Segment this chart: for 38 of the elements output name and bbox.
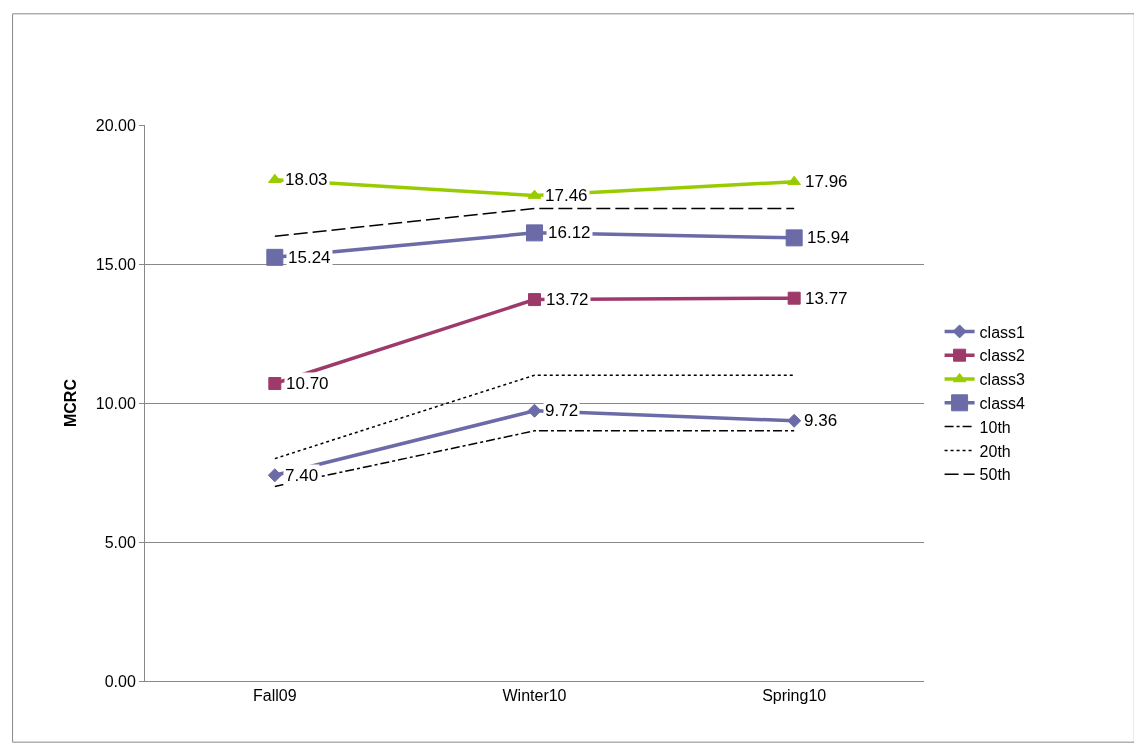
legend-label: 20th [979,442,1011,460]
data-label: 15.94 [807,228,850,247]
point [785,229,803,247]
data-label: 17.46 [545,186,588,205]
point [267,173,282,184]
y-tick-label: 15.00 [95,255,136,273]
x-tick-label: Spring10 [762,687,827,705]
data-label: 9.72 [545,401,579,420]
x-tick-label: Winter10 [502,687,567,705]
y-tick-label: 20.00 [95,116,136,134]
data-label: 13.77 [805,289,848,308]
data-label: 13.72 [546,290,589,309]
y-axis-title: MCRC [61,378,79,427]
x-tick-label: Fall09 [253,687,297,705]
point [527,403,542,418]
data-label: 9.36 [804,411,838,430]
legend-label: 10th [979,418,1011,436]
y-tick-label: 10.00 [95,394,136,412]
point [266,248,284,266]
data-label: 16.12 [548,223,591,242]
data-label: 15.24 [288,248,331,267]
legend-label: class4 [979,395,1026,413]
point [526,224,543,242]
data-label: 7.40 [285,466,319,485]
point [787,291,801,305]
data-label: 10.70 [286,374,329,393]
legend-label: class2 [979,347,1026,365]
y-tick-label: 5.00 [104,533,136,551]
legend-label: 50th [979,466,1011,484]
data-label: 17.96 [805,172,848,191]
legend-label: class3 [979,371,1026,389]
y-tick-label: 0.00 [104,672,136,690]
point [267,468,282,483]
point [268,377,282,391]
point [528,293,541,307]
point [787,413,802,428]
data-label: 18.03 [285,170,328,189]
legend-label: class1 [979,323,1026,341]
